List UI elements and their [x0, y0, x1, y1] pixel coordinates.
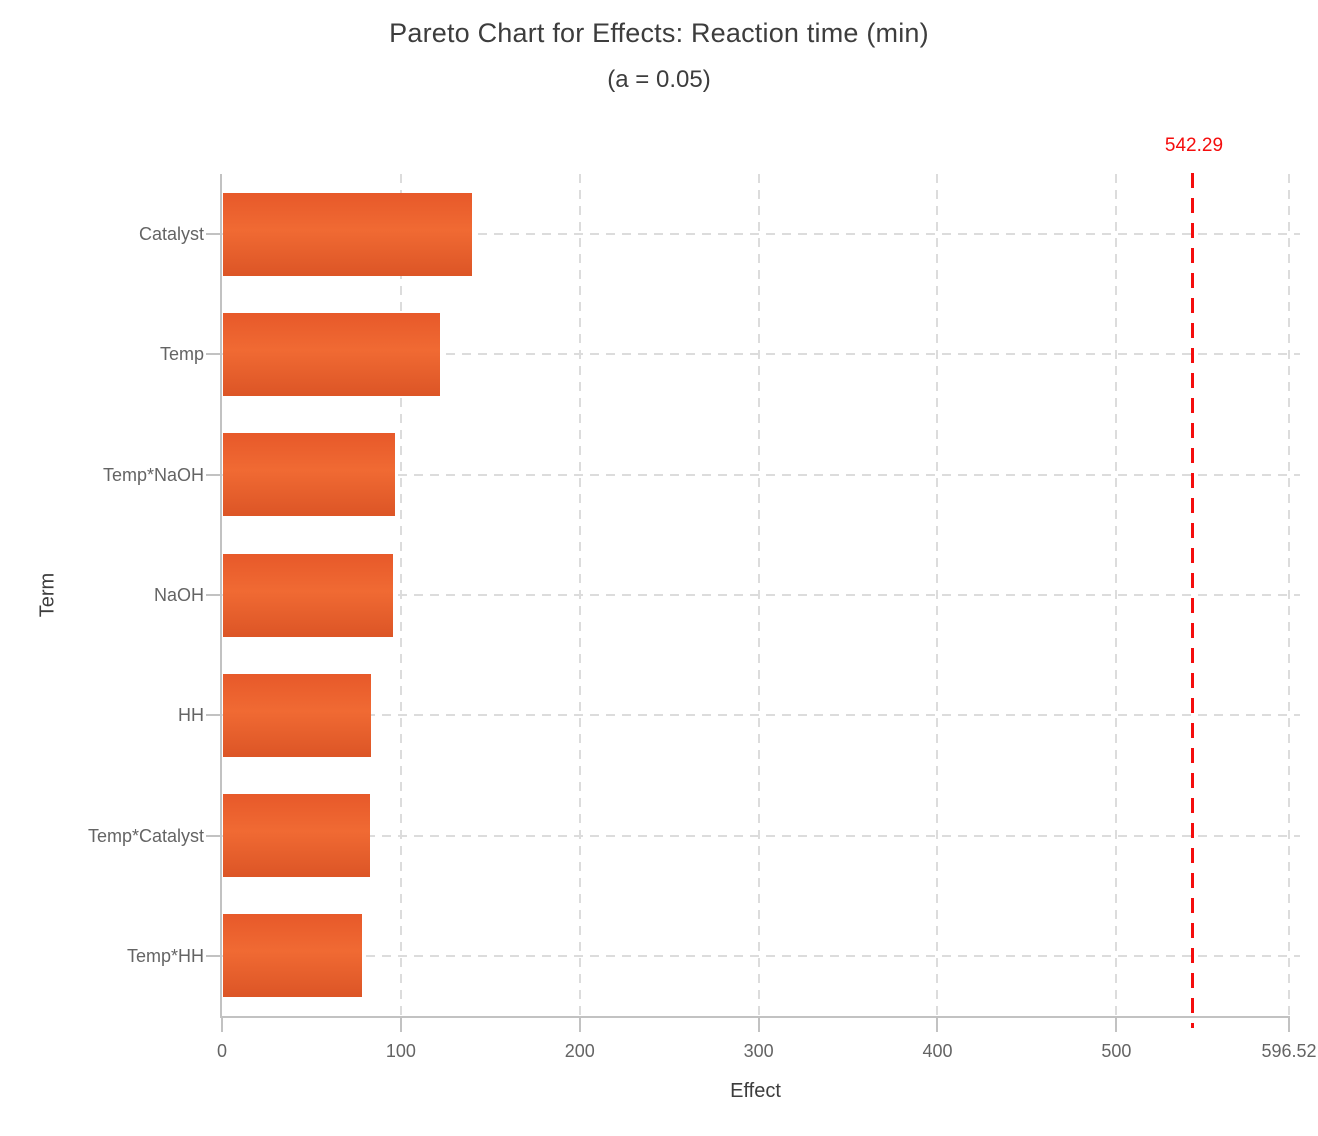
x-tick-label: 100: [385, 1041, 416, 1061]
x-axis-title: Effect: [730, 1080, 781, 1102]
y-tick: [206, 473, 220, 476]
y-tick: [206, 353, 220, 356]
bar-catalyst: [223, 192, 472, 276]
y-tick: [206, 714, 220, 717]
x-tick: [1115, 1018, 1118, 1032]
x-tick: [221, 1018, 223, 1032]
y-tick-label: Temp: [159, 344, 204, 365]
h-gridline: [222, 834, 1300, 837]
x-tick-label: 596.52: [1261, 1041, 1317, 1061]
bar-temp-hh: [223, 914, 363, 998]
x-tick-label: 0: [216, 1041, 228, 1061]
bar-temp: [223, 312, 441, 396]
x-tick-label: 400: [922, 1041, 953, 1061]
x-axis-line: [220, 1016, 1290, 1018]
h-gridline: [222, 473, 1300, 476]
bar-hh: [223, 673, 372, 757]
y-tick: [206, 233, 220, 236]
y-tick-label: HH: [178, 705, 204, 726]
h-gridline: [222, 233, 1300, 236]
chart-title: Pareto Chart for Effects: Reaction time …: [389, 18, 929, 48]
y-axis-title: Term: [36, 572, 59, 618]
x-tick: [578, 1018, 581, 1032]
chart-subtitle: (a = 0.05): [607, 66, 711, 93]
h-gridline: [222, 714, 1300, 717]
y-tick-label: Temp*NaOH: [102, 464, 204, 485]
y-tick: [206, 954, 220, 957]
y-tick: [206, 594, 220, 596]
h-gridline: [222, 954, 1300, 957]
bar-temp-naoh: [223, 433, 396, 517]
bar-naoh: [223, 553, 394, 637]
x-tick: [399, 1018, 402, 1032]
x-tick-label: 300: [743, 1041, 774, 1061]
x-tick: [936, 1018, 939, 1032]
h-gridline: [222, 594, 1300, 596]
y-tick-label: NaOH: [153, 585, 204, 605]
h-gridline: [222, 353, 1300, 356]
bar-temp-catalyst: [223, 794, 371, 878]
x-tick: [1288, 1018, 1290, 1032]
y-tick-label: Temp*HH: [126, 945, 204, 966]
y-tick-label: Temp*Catalyst: [87, 825, 204, 846]
x-tick-label: 500: [1101, 1041, 1132, 1061]
reference-line-label: 542.29: [1164, 135, 1224, 156]
y-tick: [206, 834, 220, 837]
x-tick: [757, 1018, 760, 1032]
y-axis-line: [220, 174, 222, 1018]
reference-line: [1190, 173, 1194, 1028]
y-tick-label: Catalyst: [138, 224, 204, 245]
x-tick-label: 200: [564, 1041, 595, 1061]
